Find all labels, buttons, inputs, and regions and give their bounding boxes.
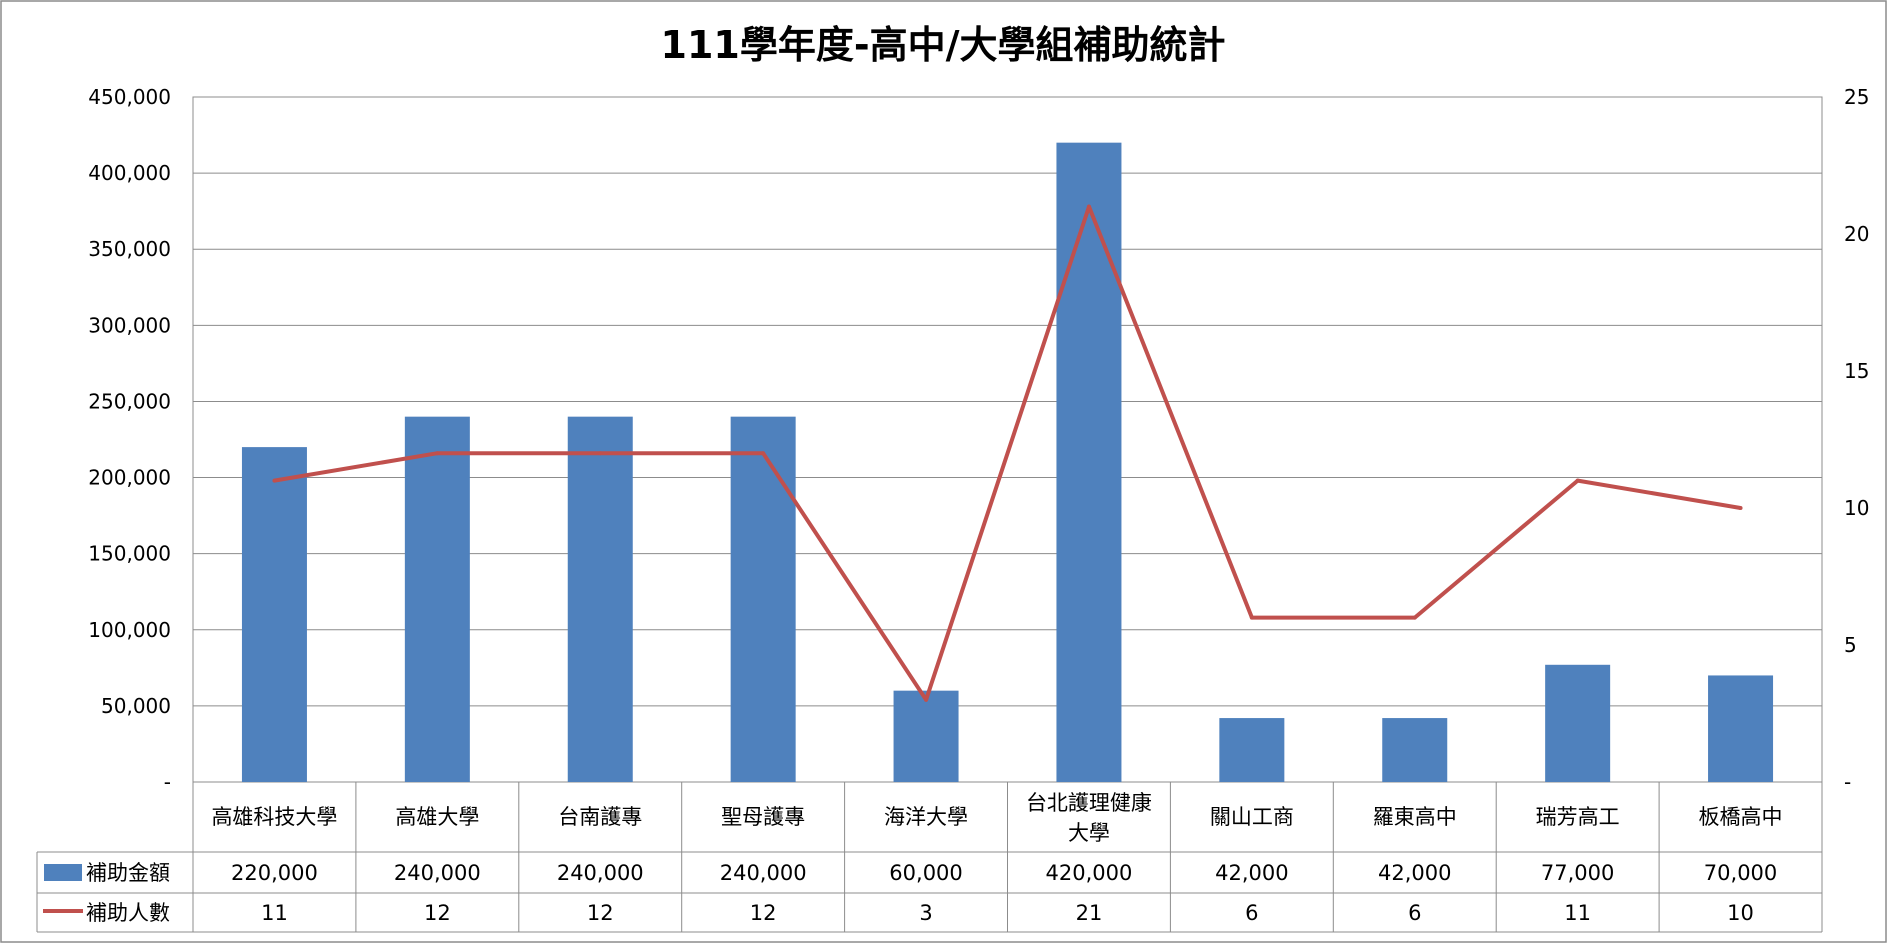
legend-label: 補助金額 <box>86 861 170 885</box>
bar <box>730 416 796 782</box>
data-label: 11 <box>261 901 288 925</box>
chart-title: 111學年度-高中/大學組補助統計 <box>661 23 1226 67</box>
bar-series <box>241 142 1774 782</box>
data-label: 12 <box>587 901 614 925</box>
category-label: 台北護理健康 <box>1026 791 1152 815</box>
category-label: 瑞芳高工 <box>1536 805 1620 829</box>
data-label: 240,000 <box>557 861 644 885</box>
right-tick-label: 25 <box>1844 85 1869 109</box>
data-label: 11 <box>1564 901 1591 925</box>
data-label: 220,000 <box>231 861 318 885</box>
line-point <box>761 451 766 456</box>
bar <box>404 416 470 782</box>
data-label: 12 <box>424 901 451 925</box>
left-tick-label: 450,000 <box>88 85 171 109</box>
bar <box>1056 142 1122 782</box>
line-point <box>1249 615 1254 620</box>
data-label: 3 <box>919 901 932 925</box>
data-label: 21 <box>1076 901 1103 925</box>
data-label: 10 <box>1727 901 1754 925</box>
left-tick-label: 250,000 <box>88 389 171 413</box>
line-series <box>272 204 1743 702</box>
data-label: 70,000 <box>1704 861 1777 885</box>
category-label: 台南護專 <box>558 805 642 829</box>
right-tick-label: 5 <box>1844 633 1857 657</box>
category-label: 聖母護專 <box>721 805 805 829</box>
data-label: 420,000 <box>1046 861 1133 885</box>
data-label: 77,000 <box>1541 861 1614 885</box>
right-tick-label: 15 <box>1844 359 1869 383</box>
bar <box>567 416 633 782</box>
bar <box>1382 718 1448 782</box>
bar <box>1545 664 1611 782</box>
category-label: 羅東高中 <box>1373 805 1457 829</box>
left-tick-label: 50,000 <box>101 694 171 718</box>
category-label: 高雄大學 <box>395 805 479 829</box>
legend-label: 補助人數 <box>86 901 170 925</box>
bar <box>241 447 307 782</box>
left-tick-label: 200,000 <box>88 466 171 490</box>
left-tick-label: 100,000 <box>88 618 171 642</box>
series-line <box>274 204 1741 702</box>
data-label: 42,000 <box>1378 861 1451 885</box>
data-label: 42,000 <box>1215 861 1288 885</box>
line-point <box>1086 204 1091 209</box>
line-point <box>435 451 440 456</box>
data-label: 60,000 <box>889 861 962 885</box>
legend-key-bar <box>44 864 82 881</box>
category-label: 高雄科技大學 <box>211 805 337 829</box>
left-tick-label: 300,000 <box>88 313 171 337</box>
line-point <box>598 451 603 456</box>
line-point <box>924 697 929 702</box>
data-label: 240,000 <box>720 861 807 885</box>
data-label: 6 <box>1245 901 1258 925</box>
right-tick-label: - <box>1844 770 1851 794</box>
category-label: 關山工商 <box>1210 805 1294 829</box>
left-axis: - 50,000 100,000 150,000 200,000 250,000 300,0… <box>88 85 171 794</box>
line-point <box>1412 615 1417 620</box>
left-tick-label: 150,000 <box>88 542 171 566</box>
left-tick-label: 400,000 <box>88 161 171 185</box>
line-point <box>1575 478 1580 483</box>
data-label: 12 <box>750 901 777 925</box>
bar <box>893 690 959 782</box>
right-tick-label: 10 <box>1844 496 1869 520</box>
category-label: 海洋大學 <box>884 805 968 829</box>
bar <box>1708 675 1774 782</box>
left-tick-label: - <box>164 770 171 794</box>
right-tick-label: 20 <box>1844 222 1869 246</box>
category-label: 大學 <box>1068 821 1110 845</box>
category-label: 板橋高中 <box>1699 805 1783 829</box>
line-point <box>272 478 277 483</box>
right-axis: - 5 10 15 20 25 <box>1844 85 1869 794</box>
data-label: 6 <box>1408 901 1421 925</box>
bar <box>1219 718 1285 782</box>
left-tick-label: 350,000 <box>88 237 171 261</box>
data-label: 240,000 <box>394 861 481 885</box>
line-point <box>1738 506 1743 510</box>
